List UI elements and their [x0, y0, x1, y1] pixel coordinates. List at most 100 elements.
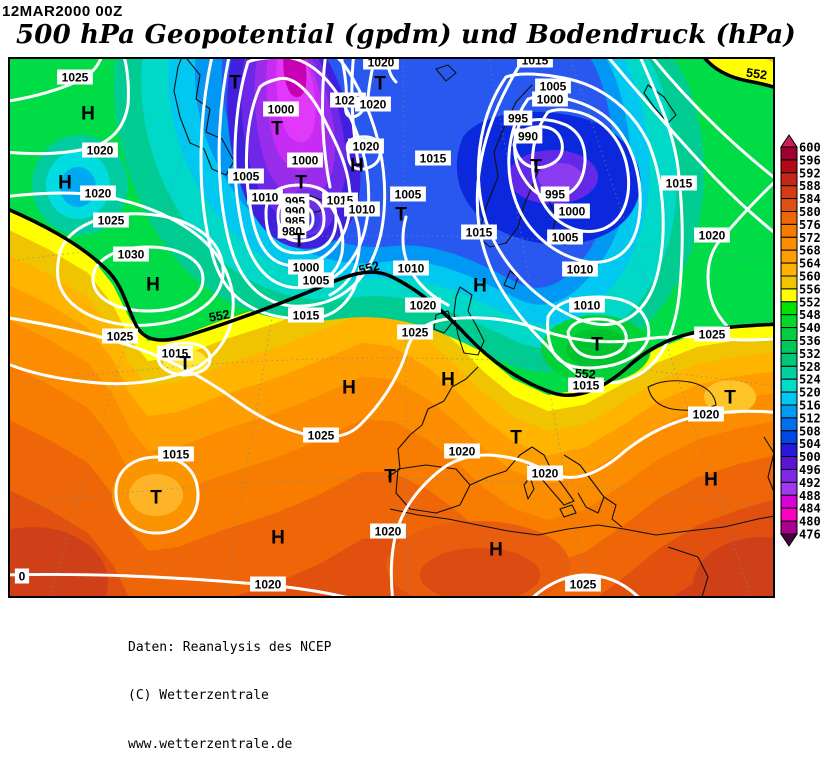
high-center-marker: H: [704, 470, 718, 491]
weather-map-page: { "header": { "timestamp": "12MAR2000 00…: [2, 3, 821, 753]
pressure-label-text: 1010: [398, 262, 425, 276]
colorbar-label: 512: [799, 411, 821, 425]
footer-line-copyright: (C) Wetterzentrale: [128, 688, 269, 704]
colorbar-label: 564: [799, 257, 821, 271]
low-center-marker: T: [293, 231, 305, 252]
pressure-label-bg: [415, 150, 451, 166]
pressure-label-text: 1025: [699, 328, 726, 342]
pressure-label-bg: [393, 260, 429, 276]
pressure-label-bg: [277, 223, 307, 239]
colorbar-label: 500: [799, 450, 821, 464]
pressure-label-bg: [298, 272, 334, 288]
colorbar-label: 520: [799, 386, 821, 400]
pressure-label: 1025: [102, 328, 138, 344]
colorbar-label: 556: [799, 282, 821, 296]
low-center-marker: T: [271, 119, 283, 140]
pressure-label-text: 1005: [395, 188, 422, 202]
colorbar-label: 596: [799, 153, 821, 167]
pressure-label-bg: [513, 128, 543, 144]
pressure-label-bg: [363, 57, 399, 70]
pressure-label-text: 1020: [449, 445, 476, 459]
colorbar-label: 592: [799, 166, 821, 180]
pressure-label: 1010: [344, 201, 380, 217]
colorbar-segment: [780, 456, 798, 471]
colorbar-segment: [780, 352, 798, 367]
pressure-label-bg: [405, 297, 441, 313]
pressure-label: 1025: [303, 427, 339, 443]
pressure-label-bg: [80, 185, 116, 201]
pressure-label: 1020: [444, 443, 480, 459]
pressure-label-text: 1020: [255, 578, 282, 592]
pressure-label: 1005: [228, 168, 264, 184]
footer-line-website: www.wetterzentrale.de: [128, 737, 293, 753]
high-center-marker: H: [350, 156, 364, 177]
map-border: [8, 57, 775, 598]
pressure-label: 1000: [287, 152, 323, 168]
map-labels: 1025102010201025103010251015101510251000…: [14, 57, 768, 592]
colorbar-label: 484: [799, 502, 821, 516]
pressure-label: 1010: [562, 261, 598, 277]
pressure-label: 1020: [80, 185, 116, 201]
pressure-label-bg: [57, 69, 93, 85]
pressure-label-bg: [532, 91, 568, 107]
pressure-label: 1020: [527, 465, 563, 481]
pressure-label-bg: [535, 78, 571, 94]
colorbar-segment: [780, 185, 798, 200]
pressure-label-bg: [113, 246, 149, 262]
colorbar-label: 528: [799, 360, 821, 374]
pressure-label: 1025: [397, 324, 433, 340]
colorbar-segment: [780, 520, 798, 535]
colorbar-segment: [780, 469, 798, 483]
high-center-marker: H: [81, 104, 95, 125]
pressure-label: 1025: [694, 326, 730, 342]
pressure-label-text: 1025: [107, 330, 134, 344]
pressure-label-text: 1010: [252, 191, 279, 205]
pressure-label: 1015: [461, 224, 497, 240]
pressure-label: 1005: [547, 229, 583, 245]
pressure-label: 1020: [250, 576, 286, 592]
pressure-label: 1000: [288, 259, 324, 275]
pressure-label-text: 1025: [308, 429, 335, 443]
colorbar-label: 504: [799, 437, 821, 451]
pressure-label: 995: [540, 186, 570, 202]
pressure-label: 1015: [517, 57, 553, 68]
colorbar-segment: [780, 507, 798, 522]
colorbar-label: 488: [799, 489, 821, 503]
pressure-label-text: 1000: [292, 154, 319, 168]
pressure-label: 980: [277, 223, 307, 239]
colorbar-arrow-top: [780, 134, 798, 148]
pressure-label-bg: [390, 186, 426, 202]
pressure-label: 1025: [57, 69, 93, 85]
colorbar-segment: [780, 494, 798, 509]
colorbar-segment: [780, 391, 798, 406]
pressure-label-text: 1020: [693, 408, 720, 422]
pressure-label-text: 1015: [162, 347, 189, 361]
colorbar-segment: [780, 223, 798, 238]
pressure-label-text: 1025: [98, 214, 125, 228]
colorbar-segment: [780, 146, 798, 161]
pressure-label-bg: [370, 523, 406, 539]
pressure-label-bg: [355, 96, 391, 112]
colorbar-label: 580: [799, 205, 821, 219]
pressure-label-bg: [14, 568, 30, 584]
pressure-label-text: 1020: [335, 94, 362, 108]
high-center-marker: H: [271, 528, 285, 549]
low-center-marker: T: [591, 335, 603, 356]
colorbar-segment: [780, 211, 798, 225]
colorbar-segment: [780, 481, 798, 496]
colorbar-segment: [780, 301, 798, 316]
colorbar-label: 576: [799, 218, 821, 232]
pressure-label: 990: [513, 128, 543, 144]
colorbar-segment: [780, 236, 798, 251]
pressure-label: 1015: [661, 175, 697, 191]
colorbar-label: 532: [799, 347, 821, 361]
colorbar-label: 540: [799, 321, 821, 335]
pressure-label-bg: [547, 229, 583, 245]
colorbar-segment: [780, 365, 798, 380]
pressure-label-bg: [461, 224, 497, 240]
pressure-label-bg: [565, 576, 601, 592]
pressure-label-text: 1015: [522, 57, 549, 68]
low-center-marker: T: [374, 74, 386, 95]
pressure-label-bg: [157, 345, 193, 361]
low-center-marker: T: [510, 428, 522, 449]
